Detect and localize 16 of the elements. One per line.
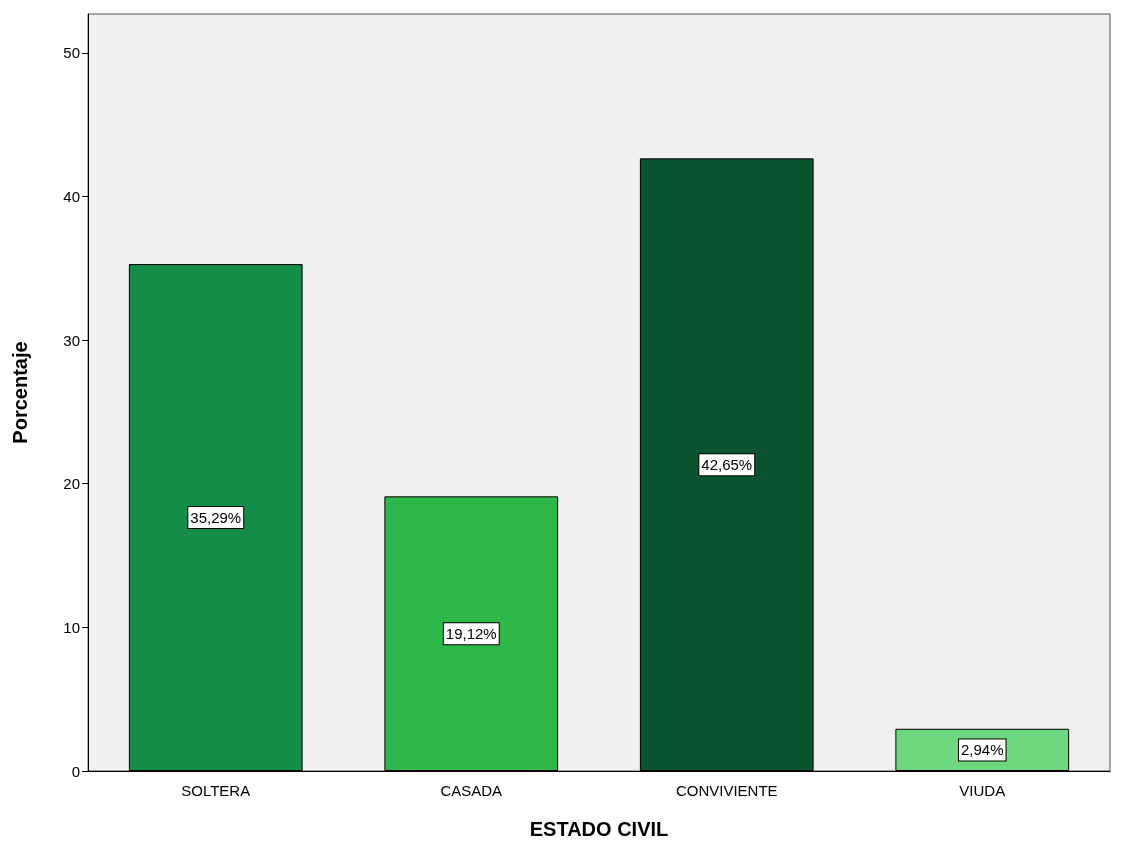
y-tick-label: 50 bbox=[63, 44, 80, 62]
x-tick-label: CASADA bbox=[440, 782, 503, 799]
y-axis-title: Porcentaje bbox=[9, 341, 31, 444]
x-tick-label: SOLTERA bbox=[181, 782, 251, 799]
y-tick-label: 0 bbox=[71, 762, 80, 780]
data-label: 2,94% bbox=[960, 741, 1004, 759]
data-label: 35,29% bbox=[190, 509, 242, 527]
x-tick-label: CONVIVIENTE bbox=[675, 782, 778, 799]
y-tick-label: 20 bbox=[63, 475, 80, 493]
x-axis-title: ESTADO CIVIL bbox=[529, 818, 669, 840]
y-tick-label: 40 bbox=[63, 187, 80, 205]
data-label: 19,12% bbox=[445, 625, 497, 643]
data-label: 42,65% bbox=[701, 456, 753, 474]
x-tick-label: VIUDA bbox=[959, 782, 1006, 799]
y-tick-label: 30 bbox=[63, 331, 80, 349]
y-tick-label: 10 bbox=[63, 618, 80, 636]
